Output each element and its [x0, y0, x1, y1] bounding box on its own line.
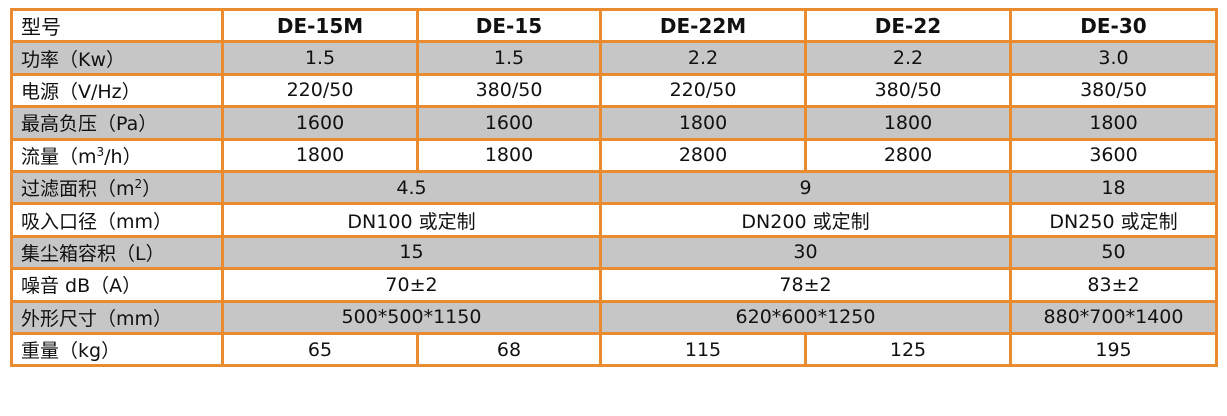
- table-cell: 500*500*1150: [221, 299, 602, 335]
- table-cell: 1800: [599, 105, 807, 141]
- table-cell: 70±2: [221, 267, 602, 303]
- spec-table-container: 型号 DE-15M DE-15 DE-22M DE-22 DE-30 功率（Kw…: [10, 7, 1218, 368]
- row-label-text: ）: [142, 178, 162, 201]
- header-label: 型号: [10, 7, 224, 44]
- table-row-flow: 流量（m3/h） 1800 1800 2800 2800 3600: [10, 137, 1218, 173]
- table-cell: 3.0: [1009, 40, 1218, 76]
- table-row-noise: 噪音 dB（A） 70±2 78±2 83±2: [10, 267, 1218, 303]
- row-label: 噪音 dB（A）: [10, 267, 224, 303]
- row-label: 流量（m3/h）: [10, 137, 224, 173]
- table-cell: 83±2: [1009, 267, 1218, 303]
- table-cell: 1800: [221, 137, 419, 173]
- table-cell: 15: [221, 234, 602, 271]
- table-cell: 380/50: [1009, 72, 1218, 109]
- table-cell: 620*600*1250: [599, 299, 1012, 335]
- table-cell: 2.2: [804, 40, 1012, 76]
- table-cell: 115: [599, 331, 807, 368]
- row-label: 电源（V/Hz）: [10, 72, 224, 109]
- model-header: DE-22: [804, 7, 1012, 44]
- row-label-text: 流量（m: [21, 145, 97, 168]
- table-row-filter-area: 过滤面积（m2） 4.5 9 18: [10, 169, 1218, 206]
- table-cell: 18: [1009, 169, 1218, 206]
- header-row: 型号 DE-15M DE-15 DE-22M DE-22 DE-30: [10, 7, 1218, 44]
- table-cell: DN200 或定制: [599, 202, 1012, 238]
- table-cell: 220/50: [221, 72, 419, 109]
- row-label-text: /h）: [104, 145, 142, 168]
- row-label-text: 过滤面积（m: [21, 178, 135, 201]
- table-row-power-supply: 电源（V/Hz） 220/50 380/50 220/50 380/50 380…: [10, 72, 1218, 109]
- row-label: 过滤面积（m2）: [10, 169, 224, 206]
- table-cell: 2800: [599, 137, 807, 173]
- table-cell: 1800: [1009, 105, 1218, 141]
- table-row-weight: 重量（kg） 65 68 115 125 195: [10, 331, 1218, 368]
- table-cell: DN100 或定制: [221, 202, 602, 238]
- table-cell: 125: [804, 331, 1012, 368]
- row-label: 外形尺寸（mm）: [10, 299, 224, 335]
- table-row-power: 功率（Kw） 1.5 1.5 2.2 2.2 3.0: [10, 40, 1218, 76]
- row-label: 最高负压（Pa）: [10, 105, 224, 141]
- table-cell: 3600: [1009, 137, 1218, 173]
- table-cell: 1800: [804, 105, 1012, 141]
- row-label: 重量（kg）: [10, 331, 224, 368]
- table-cell: 4.5: [221, 169, 602, 206]
- table-cell: 78±2: [599, 267, 1012, 303]
- table-cell: 880*700*1400: [1009, 299, 1218, 335]
- table-row-max-vacuum: 最高负压（Pa） 1600 1600 1800 1800 1800: [10, 105, 1218, 141]
- table-cell: 220/50: [599, 72, 807, 109]
- superscript: 2: [134, 177, 143, 192]
- table-cell: 1600: [416, 105, 602, 141]
- model-header: DE-22M: [599, 7, 807, 44]
- model-header: DE-30: [1009, 7, 1218, 44]
- table-cell: 1800: [416, 137, 602, 173]
- table-cell: 2.2: [599, 40, 807, 76]
- table-row-dust-bin-volume: 集尘箱容积（L） 15 30 50: [10, 234, 1218, 271]
- table-cell: 1.5: [221, 40, 419, 76]
- table-cell: 1600: [221, 105, 419, 141]
- table-cell: 380/50: [416, 72, 602, 109]
- table-row-inlet-diameter: 吸入口径（mm） DN100 或定制 DN200 或定制 DN250 或定制: [10, 202, 1218, 238]
- model-header: DE-15: [416, 7, 602, 44]
- model-header: DE-15M: [221, 7, 419, 44]
- table-cell: DN250 或定制: [1009, 202, 1218, 238]
- superscript: 3: [96, 144, 105, 159]
- row-label: 集尘箱容积（L）: [10, 234, 224, 271]
- table-cell: 30: [599, 234, 1012, 271]
- table-cell: 65: [221, 331, 419, 368]
- table-cell: 1.5: [416, 40, 602, 76]
- table-cell: 68: [416, 331, 602, 368]
- table-cell: 380/50: [804, 72, 1012, 109]
- table-cell: 2800: [804, 137, 1012, 173]
- row-label: 吸入口径（mm）: [10, 202, 224, 238]
- row-label: 功率（Kw）: [10, 40, 224, 76]
- table-cell: 50: [1009, 234, 1218, 271]
- table-row-dimensions: 外形尺寸（mm） 500*500*1150 620*600*1250 880*7…: [10, 299, 1218, 335]
- table-cell: 195: [1009, 331, 1218, 368]
- spec-table: 型号 DE-15M DE-15 DE-22M DE-22 DE-30 功率（Kw…: [10, 7, 1218, 368]
- table-cell: 9: [599, 169, 1012, 206]
